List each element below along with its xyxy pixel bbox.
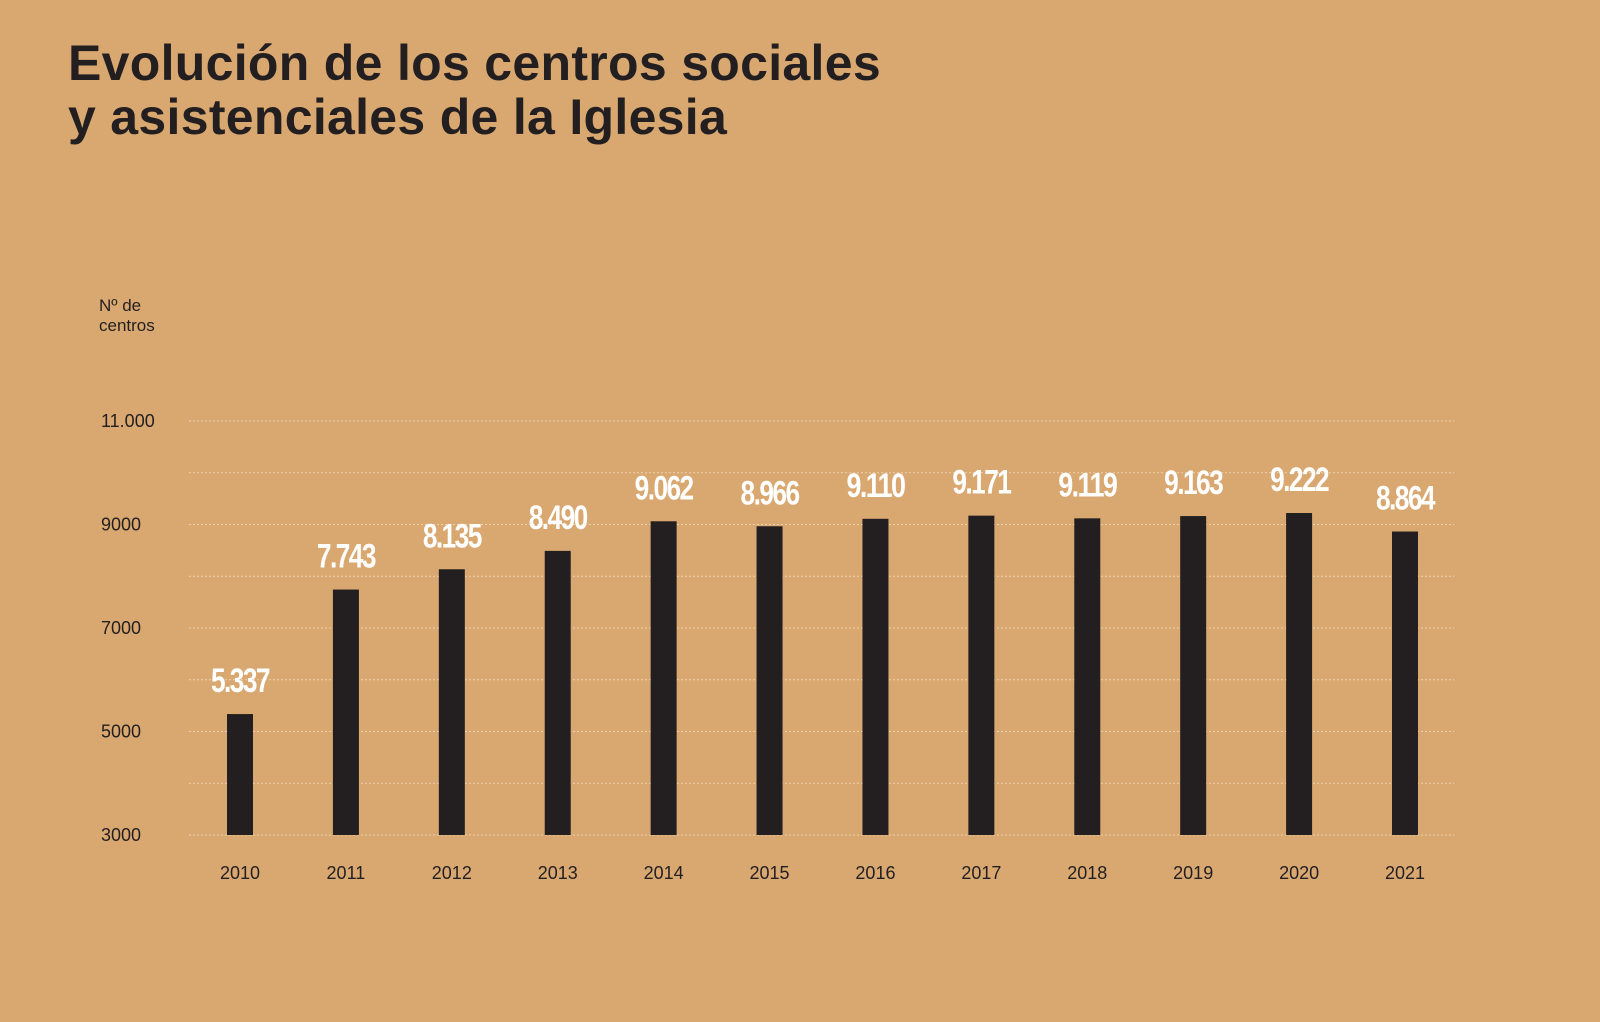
value-label: 7.743 [317,538,376,576]
bar-2015 [756,526,783,835]
value-label: 5.337 [211,662,270,700]
value-label: 9.163 [1164,464,1223,502]
bar-2018 [1074,518,1101,835]
chart-title-line2: y asistenciales de la Iglesia [68,89,728,145]
y-tick-label: 7000 [101,618,141,638]
x-tick-label: 2018 [1067,863,1107,883]
y-axis-label-line2: centros [99,316,155,335]
x-tick-label: 2010 [220,863,260,883]
value-label: 8.966 [741,474,800,512]
x-tick-label: 2016 [855,863,895,883]
chart-title-line1: Evolución de los centros sociales [68,35,881,91]
y-tick-label: 3000 [101,825,141,845]
bar-2017 [968,515,995,835]
value-label: 9.110 [846,467,905,505]
value-label: 8.864 [1376,480,1436,518]
bar-2021 [1392,531,1418,835]
bar-2019 [1180,516,1207,835]
x-tick-label: 2015 [750,863,790,883]
y-tick-label: 5000 [101,722,141,742]
value-label: 9.119 [1058,466,1117,504]
bar-2010 [227,714,253,835]
x-tick-label: 2021 [1385,863,1425,883]
x-tick-label: 2013 [538,863,578,883]
x-tick-label: 2017 [961,863,1001,883]
y-tick-label: 9000 [101,515,141,535]
value-label: 8.135 [423,517,482,555]
value-label: 8.490 [529,499,588,537]
x-tick-label: 2014 [644,863,684,883]
y-axis-label: Nº de centros [99,296,189,336]
x-tick-label: 2020 [1279,863,1319,883]
bar-2012 [438,569,465,835]
x-tick-label: 2019 [1173,863,1213,883]
x-tick-label: 2011 [327,863,366,883]
x-tick-label: 2012 [432,863,472,883]
y-tick-label: 11.000 [101,411,155,431]
bar-2013 [544,550,571,835]
bar-2014 [650,521,677,835]
y-axis-label-line1: Nº de [99,296,142,315]
value-label: 9.062 [635,469,694,507]
value-label: 9.222 [1270,461,1329,499]
bar-2011 [332,589,359,835]
bar-2020 [1286,513,1313,835]
chart-title: Evolución de los centros sociales y asis… [68,36,881,144]
bar-2016 [862,518,889,835]
value-label: 9.171 [952,464,1011,502]
